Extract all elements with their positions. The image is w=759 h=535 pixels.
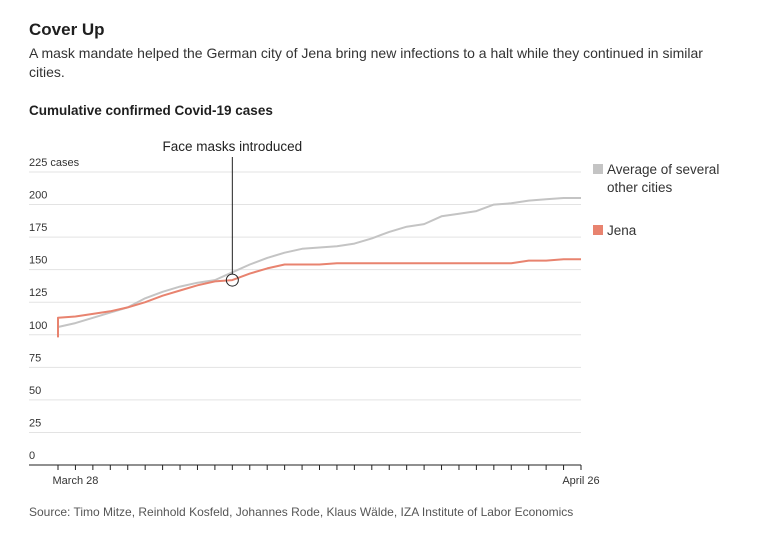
y-tick-label: 175 — [29, 222, 47, 234]
chart-title-main: Cover Up — [29, 20, 105, 39]
y-tick-label: 50 — [29, 385, 41, 397]
annotation-layer: Face masks introduced — [163, 139, 303, 287]
y-tick-label: 0 — [29, 450, 35, 462]
annotation-marker — [225, 273, 239, 287]
chart-heading: Cumulative confirmed Covid-19 cases — [29, 103, 273, 118]
chart-subtitle: A mask mandate helped the German city of… — [29, 45, 703, 80]
annotation-label: Face masks introduced — [163, 139, 303, 154]
y-tick-label: 150 — [29, 255, 47, 267]
x-tick-label: March 28 — [53, 475, 99, 487]
x-tick-label: April 26 — [562, 475, 599, 487]
y-tick-label: 225 cases — [29, 157, 80, 169]
legend-label-average: Average of several other cities — [607, 162, 719, 195]
series-line-average — [57, 197, 581, 328]
y-tick-label: 125 — [29, 287, 47, 299]
legend-label-jena: Jena — [607, 223, 637, 238]
y-tick-label: 75 — [29, 352, 41, 364]
y-tick-label: 100 — [29, 320, 47, 332]
series-line-jena — [57, 258, 581, 338]
legend: Average of several other cities Jena — [593, 162, 719, 238]
legend-swatch-jena — [593, 225, 603, 235]
x-axis: March 28 April 26 — [29, 464, 600, 487]
source-note: Source: Timo Mitze, Reinhold Kosfeld, Jo… — [29, 505, 574, 519]
legend-swatch-average — [593, 164, 603, 174]
grid-layer: 0 25 50 75 100 125 150 175 200 225 cases — [29, 157, 581, 462]
y-tick-label: 25 — [29, 417, 41, 429]
y-tick-label: 200 — [29, 190, 47, 202]
series-layer — [57, 197, 581, 338]
